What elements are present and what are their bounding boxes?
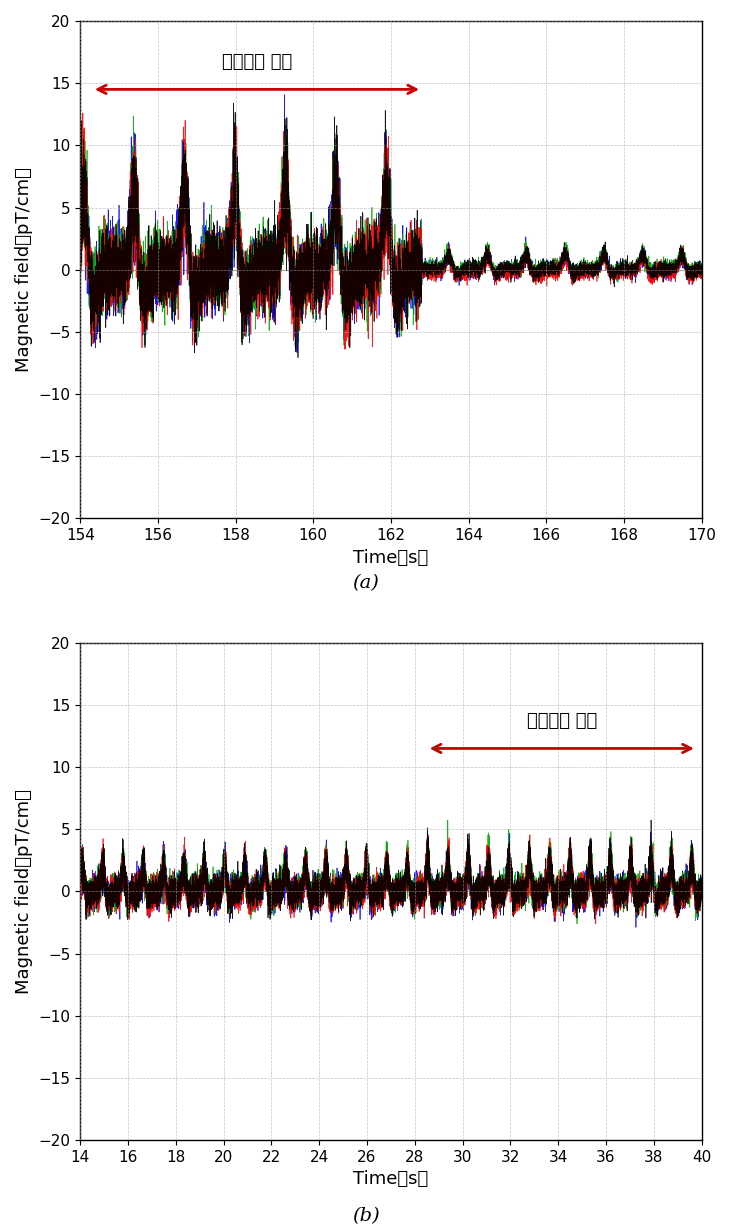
Text: (a): (a) <box>352 575 379 592</box>
Y-axis label: Magnetic field（pT/cm）: Magnetic field（pT/cm） <box>15 167 33 372</box>
Text: 운동부하 검사: 운동부하 검사 <box>526 712 597 729</box>
Text: (b): (b) <box>352 1207 379 1224</box>
X-axis label: Time（s）: Time（s） <box>353 1170 428 1189</box>
Text: 운동부하 검사: 운동부하 검사 <box>221 53 292 71</box>
Y-axis label: Magnetic field（pT/cm）: Magnetic field（pT/cm） <box>15 790 33 993</box>
X-axis label: Time（s）: Time（s） <box>353 549 428 566</box>
